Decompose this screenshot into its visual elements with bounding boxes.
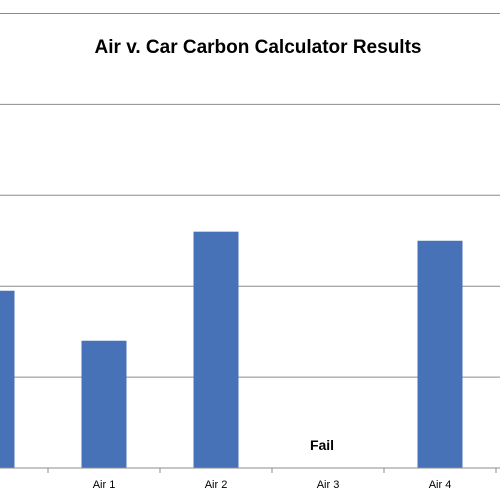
x-tick-label: Air 1 xyxy=(93,479,116,491)
annotation-fail: Fail xyxy=(310,437,334,453)
chart-title: Air v. Car Carbon Calculator Results xyxy=(95,37,422,58)
bar-air-4 xyxy=(417,240,463,468)
x-axis xyxy=(0,467,500,473)
bar-road xyxy=(0,290,15,468)
x-tick-label: Air 3 xyxy=(317,479,340,491)
x-tick-label: Air 2 xyxy=(205,479,228,491)
bar-air-2 xyxy=(193,231,239,468)
annotations: Fail xyxy=(310,437,334,453)
x-tick-label: Air 4 xyxy=(429,479,452,491)
bar-air-1 xyxy=(81,340,127,468)
bars xyxy=(0,231,463,468)
